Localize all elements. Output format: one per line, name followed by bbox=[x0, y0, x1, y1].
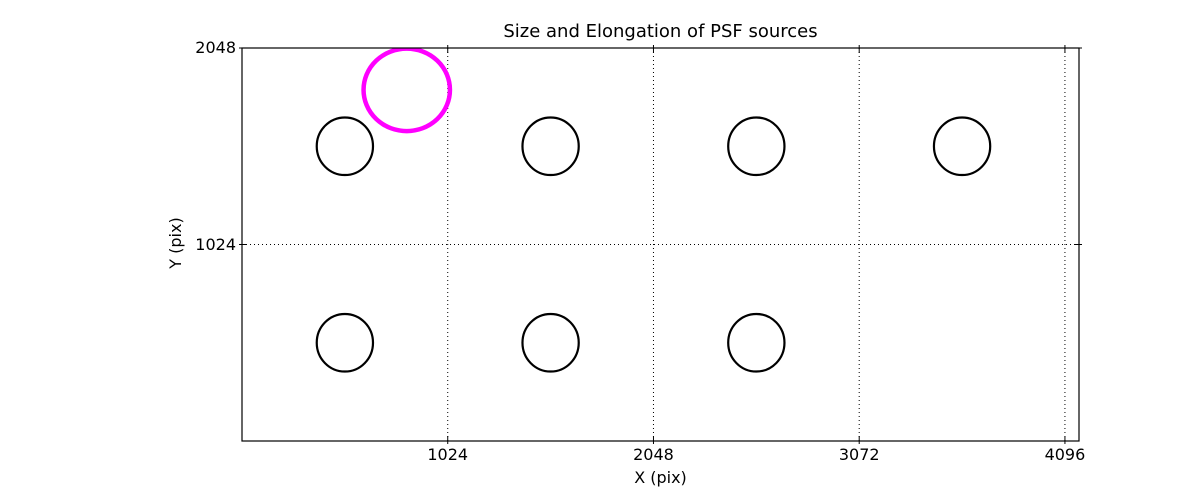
x-axis-label: X (pix) bbox=[634, 468, 687, 487]
psf-source-ellipse bbox=[521, 116, 580, 177]
psf-source-ellipse bbox=[521, 312, 580, 373]
psf-source-ellipse bbox=[727, 116, 786, 177]
psf-source-ellipse bbox=[315, 312, 375, 373]
psf-source-ellipse bbox=[315, 116, 375, 177]
psf-source-ellipse bbox=[932, 116, 992, 177]
x-tick-label: 3072 bbox=[838, 445, 880, 464]
x-tick-label: 1024 bbox=[427, 445, 469, 464]
highlighted-psf-ellipse bbox=[361, 48, 453, 134]
y-tick-label: 2048 bbox=[195, 38, 236, 57]
psf-source-ellipse bbox=[727, 312, 786, 373]
y-tick-label: 1024 bbox=[195, 234, 236, 254]
chart-title: Size and Elongation of PSF sources bbox=[503, 21, 818, 42]
x-tick-label: 2048 bbox=[633, 445, 674, 464]
x-tick-label: 4096 bbox=[1044, 445, 1086, 464]
